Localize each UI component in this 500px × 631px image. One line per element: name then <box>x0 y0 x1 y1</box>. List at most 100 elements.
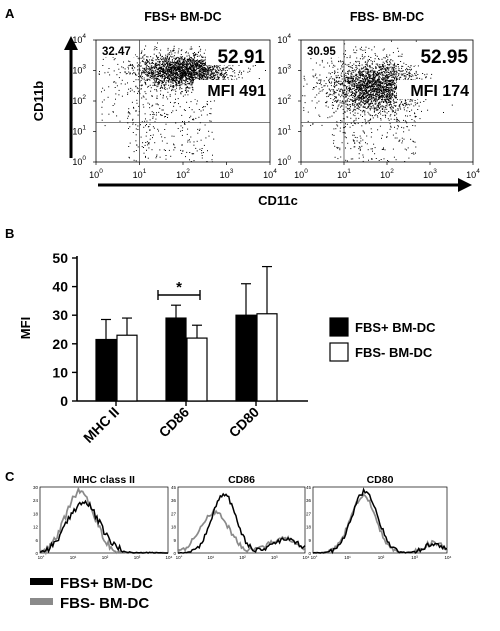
event-dot <box>343 56 345 58</box>
event-dot <box>373 97 375 99</box>
event-dot <box>171 79 173 81</box>
event-dot <box>372 61 373 63</box>
event-dot <box>395 95 397 96</box>
event-dot <box>359 80 361 81</box>
event-dot <box>403 119 404 121</box>
event-dot <box>381 85 383 87</box>
event-dot <box>368 101 369 103</box>
event-dot <box>399 99 401 101</box>
event-dot <box>344 94 346 96</box>
event-dot <box>335 75 337 77</box>
event-dot <box>226 66 228 68</box>
event-dot <box>367 94 368 96</box>
event-dot <box>404 79 406 81</box>
event-dot <box>411 109 413 111</box>
event-dot <box>150 71 152 72</box>
event-dot <box>331 104 333 106</box>
event-dot <box>132 65 134 67</box>
event-dot <box>383 57 385 59</box>
event-dot <box>332 99 334 101</box>
event-dot <box>358 64 360 66</box>
event-dot <box>367 91 369 93</box>
event-dot <box>359 96 361 98</box>
event-dot <box>390 71 392 73</box>
event-dot <box>375 66 377 68</box>
event-dot <box>332 94 334 96</box>
event-dot <box>151 67 152 69</box>
event-dot <box>417 74 419 75</box>
event-dot <box>358 90 360 92</box>
event-dot <box>194 52 195 53</box>
event-dot <box>132 118 134 120</box>
event-dot <box>190 76 192 78</box>
event-dot <box>393 76 395 78</box>
event-dot <box>364 49 366 51</box>
event-dot <box>382 148 384 150</box>
event-dot <box>208 73 210 75</box>
event-dot <box>160 74 162 76</box>
event-dot <box>354 106 356 108</box>
event-dot <box>393 104 395 106</box>
event-dot <box>353 122 355 124</box>
event-dot <box>200 63 202 64</box>
event-dot <box>318 88 320 90</box>
event-dot <box>155 84 157 86</box>
event-dot <box>153 70 155 72</box>
event-dot <box>169 58 170 60</box>
event-dot <box>207 71 209 73</box>
event-dot <box>145 142 147 143</box>
event-dot <box>404 148 406 150</box>
event-dot <box>351 79 353 81</box>
event-dot <box>371 94 373 96</box>
event-dot <box>346 110 348 112</box>
event-dot <box>415 70 417 72</box>
event-dot <box>418 105 420 107</box>
event-dot <box>371 74 373 76</box>
event-dot <box>393 83 395 85</box>
event-dot <box>217 79 219 81</box>
event-dot <box>359 142 361 144</box>
event-dot <box>202 66 204 68</box>
event-dot <box>382 85 384 87</box>
event-dot <box>210 108 212 110</box>
event-dot <box>172 67 174 69</box>
event-dot <box>175 70 177 72</box>
event-dot <box>173 55 175 57</box>
event-dot <box>165 58 167 60</box>
event-dot <box>367 120 369 122</box>
event-dot <box>391 76 393 78</box>
event-dot <box>184 70 186 72</box>
event-dot <box>210 120 212 122</box>
event-dot <box>360 83 362 85</box>
event-dot <box>349 107 351 109</box>
event-dot <box>412 152 414 154</box>
event-dot <box>361 125 363 127</box>
event-dot <box>362 91 364 93</box>
event-dot <box>198 73 200 75</box>
event-dot <box>390 79 392 81</box>
event-dot <box>178 66 180 68</box>
event-dot <box>328 72 330 74</box>
event-dot <box>339 149 341 151</box>
event-dot <box>361 80 363 82</box>
event-dot <box>355 46 357 48</box>
event-dot <box>203 77 205 79</box>
event-dot <box>194 76 196 78</box>
event-dot <box>107 71 109 73</box>
event-dot <box>364 76 366 78</box>
event-dot <box>364 97 366 99</box>
event-dot <box>163 149 165 151</box>
event-dot <box>115 98 116 100</box>
event-dot <box>344 76 346 78</box>
event-dot <box>334 91 335 93</box>
event-dot <box>205 78 207 80</box>
event-dot <box>185 61 187 63</box>
event-dot <box>203 67 205 69</box>
event-dot <box>152 73 154 75</box>
event-dot <box>181 64 183 66</box>
event-dot <box>386 71 388 73</box>
event-dot <box>355 67 357 68</box>
event-dot <box>203 79 205 81</box>
event-dot <box>206 78 208 79</box>
